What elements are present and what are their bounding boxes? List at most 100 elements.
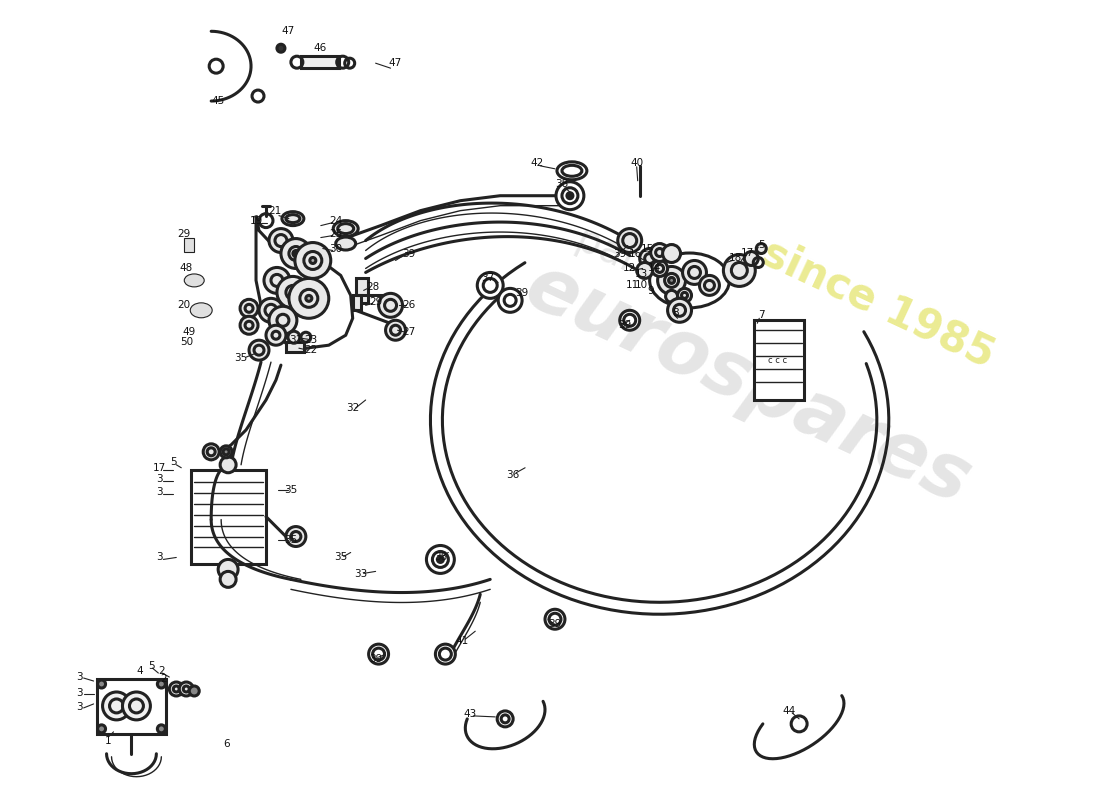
Text: 22: 22 (305, 345, 318, 355)
Circle shape (189, 686, 199, 696)
Text: 5: 5 (758, 239, 764, 250)
Text: 3: 3 (76, 702, 82, 712)
Circle shape (102, 692, 131, 720)
Circle shape (386, 320, 406, 340)
Bar (301, 56, 339, 68)
Circle shape (277, 44, 285, 52)
Text: 24: 24 (329, 216, 342, 226)
Text: 44: 44 (782, 706, 795, 716)
Circle shape (427, 546, 454, 574)
Circle shape (270, 229, 293, 253)
Circle shape (556, 182, 584, 210)
Text: 35: 35 (284, 534, 297, 545)
Text: parts s: parts s (570, 219, 706, 310)
Circle shape (266, 326, 286, 345)
Text: 47: 47 (389, 58, 403, 68)
Bar (286, 342, 304, 352)
Text: 39: 39 (618, 320, 631, 330)
Text: since 1985: since 1985 (756, 232, 1002, 377)
Circle shape (745, 251, 758, 266)
Circle shape (220, 446, 232, 458)
Ellipse shape (185, 274, 205, 287)
Circle shape (668, 298, 692, 322)
Circle shape (98, 680, 106, 688)
Circle shape (240, 299, 258, 318)
Circle shape (249, 340, 270, 360)
Text: 29: 29 (177, 229, 191, 238)
Circle shape (618, 229, 641, 253)
Text: 4: 4 (136, 666, 143, 676)
Text: 26: 26 (402, 300, 415, 310)
Text: 31: 31 (289, 335, 302, 346)
Text: 39: 39 (613, 249, 626, 258)
Circle shape (619, 310, 640, 330)
Text: 35: 35 (284, 485, 297, 494)
Text: 50: 50 (179, 338, 192, 347)
Circle shape (270, 306, 297, 334)
Polygon shape (256, 216, 353, 348)
Circle shape (650, 243, 669, 262)
Ellipse shape (650, 253, 729, 308)
Circle shape (640, 249, 660, 269)
Circle shape (544, 610, 565, 630)
Circle shape (280, 238, 311, 269)
Text: c c c: c c c (768, 356, 786, 365)
Circle shape (157, 725, 165, 733)
Text: 38: 38 (556, 178, 569, 189)
Text: 29: 29 (368, 298, 382, 307)
Bar (353, 295, 361, 310)
Text: 28: 28 (366, 282, 379, 292)
Circle shape (293, 250, 299, 257)
Circle shape (288, 331, 300, 343)
Circle shape (306, 295, 311, 302)
Circle shape (682, 261, 706, 285)
Ellipse shape (190, 303, 212, 318)
Bar (755, 320, 804, 400)
Text: 15: 15 (641, 243, 654, 254)
Text: 21: 21 (268, 206, 282, 216)
Text: 30: 30 (329, 243, 342, 254)
Circle shape (277, 277, 309, 308)
Circle shape (289, 278, 329, 318)
Text: 36: 36 (506, 470, 520, 480)
Bar (191, 470, 266, 565)
Text: eurospares: eurospares (513, 249, 981, 519)
Circle shape (700, 275, 719, 295)
Text: 35: 35 (334, 553, 348, 562)
Text: 33: 33 (354, 570, 367, 579)
Circle shape (678, 288, 692, 302)
Ellipse shape (336, 237, 355, 250)
Text: 45: 45 (211, 96, 224, 106)
Circle shape (658, 266, 685, 294)
Circle shape (497, 711, 513, 727)
Circle shape (301, 332, 311, 342)
Circle shape (98, 725, 106, 733)
Text: 47: 47 (282, 26, 295, 36)
Circle shape (218, 559, 238, 579)
Circle shape (368, 644, 388, 664)
Text: 37: 37 (482, 274, 495, 283)
Bar (97, 679, 166, 734)
Ellipse shape (282, 212, 304, 226)
Text: 3: 3 (156, 474, 163, 484)
Text: 2: 2 (158, 666, 165, 676)
Circle shape (637, 262, 652, 278)
Circle shape (651, 261, 668, 277)
Circle shape (258, 298, 283, 322)
Text: 3: 3 (156, 553, 163, 562)
Circle shape (378, 294, 403, 318)
Circle shape (169, 682, 184, 696)
Text: 7: 7 (758, 310, 764, 320)
Text: 17: 17 (153, 462, 166, 473)
Text: 38: 38 (433, 553, 447, 562)
Circle shape (498, 288, 522, 312)
Text: 16: 16 (629, 249, 642, 258)
Text: 39: 39 (516, 288, 529, 298)
Circle shape (286, 526, 306, 546)
Text: 42: 42 (530, 158, 543, 168)
Bar (185, 238, 195, 251)
Ellipse shape (333, 221, 359, 237)
Circle shape (438, 557, 443, 562)
Text: 39: 39 (549, 619, 562, 630)
Ellipse shape (557, 162, 587, 180)
